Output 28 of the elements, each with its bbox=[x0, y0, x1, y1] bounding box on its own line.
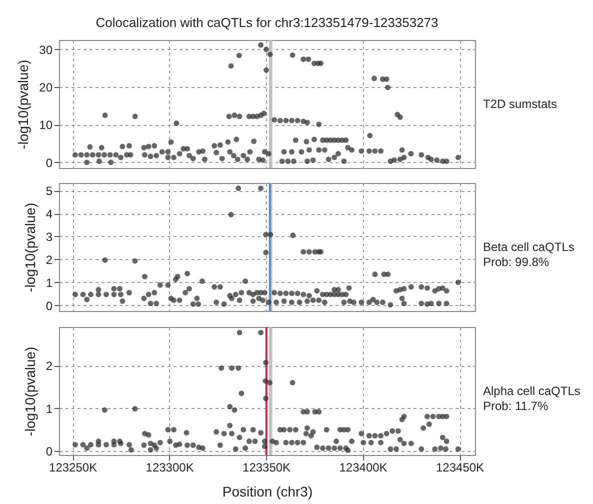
text: Prob: 99.8% bbox=[483, 255, 550, 269]
y-tick-label: 5 bbox=[46, 184, 53, 198]
y-tick-label: 4 bbox=[46, 207, 53, 222]
x-tick-label: 123400K bbox=[339, 460, 388, 474]
text: T2D sumstats bbox=[483, 97, 558, 111]
y-axis-title: -log10(pvalue) bbox=[22, 202, 38, 292]
y-tick-label: 10 bbox=[39, 118, 53, 132]
y-tick-label: 20 bbox=[39, 80, 53, 95]
y-tick-label: 0 bbox=[46, 298, 53, 313]
y-tick-label: 30 bbox=[39, 42, 53, 57]
text: Alpha cell caQTLs bbox=[483, 384, 580, 398]
text: Prob: 11.7% bbox=[483, 399, 548, 413]
x-tick-label: 123450K bbox=[436, 460, 484, 474]
x-axis-title: Position (chr3) bbox=[222, 484, 313, 500]
y-tick-label: 0 bbox=[46, 156, 53, 170]
y-axis-title: -log10(pvalue) bbox=[15, 60, 32, 150]
y-tick-label: 1 bbox=[46, 276, 53, 290]
chart-title: Colocalization with caQTLs for chr3:123351479-123353273 bbox=[96, 15, 438, 30]
y-tick-label: 0 bbox=[46, 444, 53, 459]
y-tick-label: 3 bbox=[46, 230, 53, 244]
text: Beta cell caQTLs bbox=[483, 240, 574, 254]
y-axis-title: -log10(pvalue) bbox=[22, 346, 38, 436]
x-tick-label: 123250K bbox=[49, 460, 98, 474]
y-tick-label: 2 bbox=[46, 252, 53, 267]
x-tick-label: 123300K bbox=[146, 460, 194, 474]
y-tick-label: 2 bbox=[46, 359, 53, 374]
x-tick-label: 123350K bbox=[242, 460, 291, 474]
y-tick-label: 1 bbox=[46, 402, 53, 416]
